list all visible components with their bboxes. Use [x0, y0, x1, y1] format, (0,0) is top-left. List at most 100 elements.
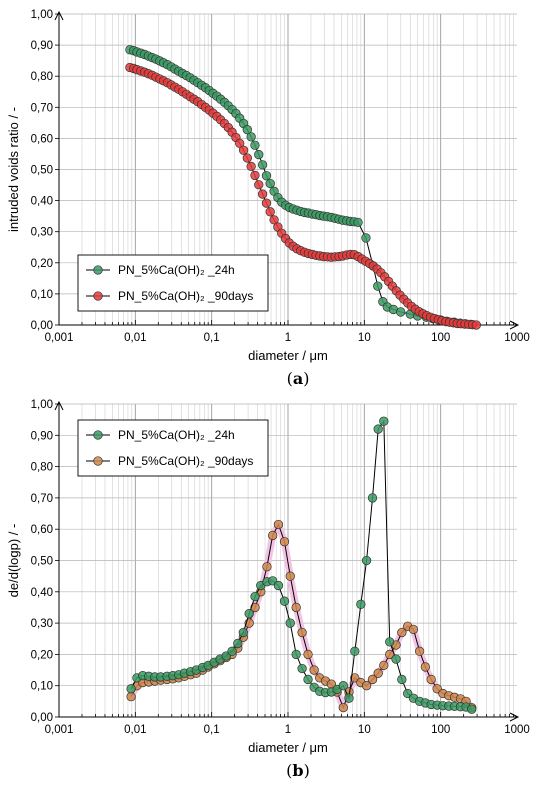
figure-caption: (a)	[287, 369, 310, 388]
data-point	[408, 624, 419, 635]
data-point	[254, 149, 264, 160]
data-point	[420, 662, 431, 672]
y-tick-label: 0,60	[31, 133, 53, 145]
x-tick-label: 0,01	[124, 724, 146, 736]
data-point	[309, 665, 319, 675]
caption-paren-close: )	[304, 761, 310, 780]
x-tick-label: 10	[358, 332, 371, 344]
legend-box	[77, 254, 269, 312]
y-tick-label: 0,40	[31, 587, 53, 599]
y-tick-label: 0,50	[31, 165, 53, 177]
data-point	[126, 692, 136, 702]
y-tick-label: 0,80	[31, 462, 53, 474]
data-point	[279, 596, 290, 606]
data-point	[250, 602, 260, 613]
data-point	[338, 702, 348, 713]
data-point	[367, 674, 378, 685]
data-point	[233, 638, 243, 649]
y-axis-label: intruded voids ratio / -	[6, 107, 21, 232]
series-0	[126, 416, 477, 714]
legend-label: PN_5%Ca(OH)₂ _90days	[118, 289, 253, 303]
data-point	[265, 207, 275, 217]
y-axis-arrow-icon	[54, 400, 64, 411]
data-point	[397, 627, 407, 638]
caption-paren-open: (	[286, 761, 292, 780]
data-point	[273, 580, 284, 591]
legend-marker	[93, 265, 103, 275]
data-point	[262, 562, 272, 572]
data-point	[126, 684, 136, 694]
y-tick-label: 0,50	[31, 556, 53, 568]
caption-letter: a	[293, 369, 303, 388]
data-point	[426, 674, 436, 685]
data-point	[250, 170, 260, 181]
y-tick-label: 0,70	[31, 493, 53, 505]
x-tick-label: 0,001	[45, 332, 74, 344]
data-point	[285, 618, 295, 628]
data-point	[379, 660, 389, 671]
y-tick-label: 0,90	[31, 40, 53, 52]
x-tick-label: 100	[431, 332, 450, 344]
data-point	[391, 654, 401, 664]
data-point	[467, 704, 477, 714]
data-point	[373, 668, 383, 678]
data-point	[373, 281, 383, 291]
chart-panel-a: 0,00 0,10 0,20 0,30 0,40 0,50 0,60 0,70 0,80 0,90…	[6, 9, 530, 388]
data-point	[350, 646, 360, 656]
data-point	[250, 140, 260, 150]
data-point	[285, 571, 295, 581]
legend: PN_5%Ca(OH)₂ _24h PN_5%Ca(OH)₂ _90days	[77, 254, 269, 312]
x-tick-label: 0,1	[204, 332, 220, 344]
x-tick-label: 10	[358, 724, 371, 736]
legend-label: PN_5%Ca(OH)₂ _24h	[118, 428, 235, 442]
data-point	[356, 599, 366, 609]
y-tick-label: 0,00	[31, 712, 53, 724]
data-point	[361, 233, 371, 243]
y-axis-label: de/d(logp) / -	[6, 524, 21, 598]
x-tick-label: 1000	[504, 724, 530, 736]
data-point	[361, 555, 372, 566]
data-point	[279, 537, 290, 547]
data-point	[227, 646, 237, 656]
y-tick-label: 0,20	[31, 649, 53, 661]
data-point	[385, 637, 395, 647]
chart-panel-b: 0,00 0,10 0,20 0,30 0,40 0,50 0,60 0,70 0,80 0,90…	[6, 399, 530, 780]
data-point	[297, 663, 307, 674]
y-tick-label: 0,30	[31, 227, 53, 239]
data-point	[268, 530, 278, 541]
legend-marker	[93, 291, 103, 301]
y-tick-label: 0,40	[31, 196, 53, 208]
data-point	[261, 198, 272, 208]
y-tick-label: 0,60	[31, 524, 53, 536]
data-point	[397, 674, 407, 685]
x-axis-arrow-icon	[509, 320, 520, 330]
data-point	[238, 145, 249, 155]
caption-paren-open: (	[287, 369, 293, 388]
legend-marker	[93, 430, 103, 440]
data-point	[353, 217, 363, 228]
data-point	[396, 307, 406, 317]
caption-paren-close: )	[303, 369, 309, 388]
data-point	[344, 693, 354, 703]
data-point	[242, 153, 252, 163]
data-point	[254, 180, 264, 190]
y-tick-label: 0,70	[31, 102, 53, 114]
y-tick-label: 1,00	[31, 399, 53, 411]
data-point	[246, 161, 256, 172]
series-1	[125, 62, 481, 330]
data-point	[471, 320, 481, 330]
y-axis-arrow-icon	[54, 10, 64, 21]
data-point	[367, 493, 378, 503]
legend-label: PN_5%Ca(OH)₂ _90days	[118, 454, 253, 468]
data-point	[257, 189, 268, 199]
caption-letter: b	[292, 761, 303, 780]
data-point	[379, 416, 389, 426]
x-tick-label: 1	[285, 332, 291, 344]
x-tick-label: 100	[431, 724, 450, 736]
x-tick-label: 0,01	[124, 332, 146, 344]
data-point	[238, 627, 248, 638]
data-point	[303, 649, 313, 660]
legend-marker	[93, 456, 103, 466]
data-point	[303, 674, 313, 685]
